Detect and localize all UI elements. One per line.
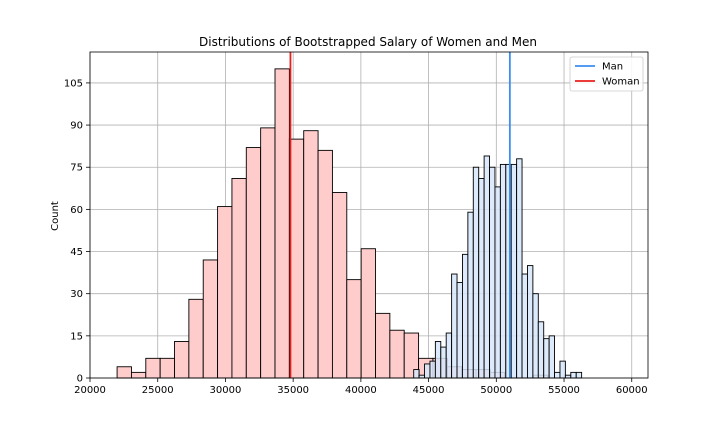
man-bar bbox=[532, 293, 539, 379]
x-tick-label: 30000 bbox=[210, 385, 242, 396]
x-tick-label: 25000 bbox=[142, 385, 174, 396]
woman-bar bbox=[202, 259, 219, 379]
man-bar bbox=[456, 281, 463, 379]
y-tick-label: 75 bbox=[70, 163, 83, 174]
x-tick-label: 35000 bbox=[277, 385, 309, 396]
x-tick-label: 60000 bbox=[616, 385, 648, 396]
y-tick-label: 45 bbox=[70, 247, 83, 258]
man-bar bbox=[559, 360, 566, 379]
man-bar bbox=[499, 163, 507, 379]
man-bar bbox=[521, 273, 528, 379]
chart-title: Distributions of Bootstrapped Salary of … bbox=[199, 35, 537, 49]
man-bar bbox=[424, 363, 431, 379]
legend-label-man: Man bbox=[602, 62, 623, 73]
woman-bar bbox=[174, 341, 190, 379]
woman-bar bbox=[331, 192, 348, 379]
man-bar bbox=[440, 346, 447, 379]
man-bar bbox=[543, 338, 550, 379]
woman-bar bbox=[130, 371, 147, 379]
woman-bar bbox=[375, 312, 391, 379]
legend: Man Woman bbox=[569, 56, 644, 92]
x-tick-label: 50000 bbox=[480, 385, 512, 396]
y-tick-label: 90 bbox=[70, 121, 83, 132]
woman-bar bbox=[274, 68, 290, 379]
man-bar bbox=[554, 371, 561, 379]
x-tick-label: 45000 bbox=[413, 385, 445, 396]
y-tick-label: 30 bbox=[70, 289, 83, 300]
man-bar bbox=[429, 360, 436, 379]
man-bar bbox=[434, 341, 442, 379]
woman-bar bbox=[231, 178, 247, 379]
mean-lines bbox=[289, 52, 511, 378]
woman-bar bbox=[360, 248, 376, 379]
woman-bar bbox=[346, 279, 362, 379]
y-axis-label: Count bbox=[50, 201, 61, 231]
man-bar bbox=[537, 321, 545, 379]
man-bar bbox=[462, 253, 469, 379]
legend-label-woman: Woman bbox=[602, 77, 640, 88]
woman-bar bbox=[303, 130, 319, 379]
man-bar bbox=[413, 369, 420, 379]
woman-bar bbox=[159, 357, 175, 379]
woman-bar bbox=[145, 357, 161, 379]
man-bar bbox=[478, 178, 485, 379]
man-bar bbox=[516, 158, 523, 379]
man-bar bbox=[451, 273, 458, 379]
man-bar bbox=[418, 374, 425, 379]
y-ticks: 0 15 30 45 60 75 90 105 bbox=[64, 78, 90, 385]
y-tick-label: 15 bbox=[70, 331, 83, 342]
y-tick-label: 60 bbox=[70, 205, 83, 216]
woman-bar bbox=[260, 127, 276, 379]
y-tick-label: 105 bbox=[64, 78, 83, 89]
man-bar bbox=[548, 335, 555, 379]
man-bar bbox=[570, 371, 577, 379]
woman-bar bbox=[389, 329, 405, 379]
man-bar bbox=[445, 332, 453, 379]
man-bar bbox=[472, 166, 480, 379]
woman-bar bbox=[288, 138, 305, 379]
woman-bar bbox=[217, 206, 233, 379]
axes-frame bbox=[89, 51, 649, 379]
woman-bar bbox=[317, 149, 333, 379]
woman-bar bbox=[188, 298, 204, 379]
x-tick-label: 55000 bbox=[548, 385, 580, 396]
y-tick-label: 0 bbox=[77, 374, 83, 385]
man-bar bbox=[510, 163, 518, 379]
man-bar bbox=[494, 186, 501, 379]
man-bar bbox=[489, 166, 496, 379]
x-tick-label: 20000 bbox=[74, 385, 106, 396]
man-bar bbox=[575, 371, 583, 379]
x-tick-label: 40000 bbox=[345, 385, 377, 396]
man-bar bbox=[483, 155, 490, 379]
man-bar bbox=[564, 374, 572, 379]
man-bar bbox=[467, 211, 474, 379]
woman-bar bbox=[245, 147, 262, 379]
man-bar bbox=[527, 265, 534, 379]
x-ticks: 20000 25000 30000 35000 40000 45000 50000 55000… bbox=[74, 378, 648, 396]
woman-bar bbox=[116, 366, 132, 379]
